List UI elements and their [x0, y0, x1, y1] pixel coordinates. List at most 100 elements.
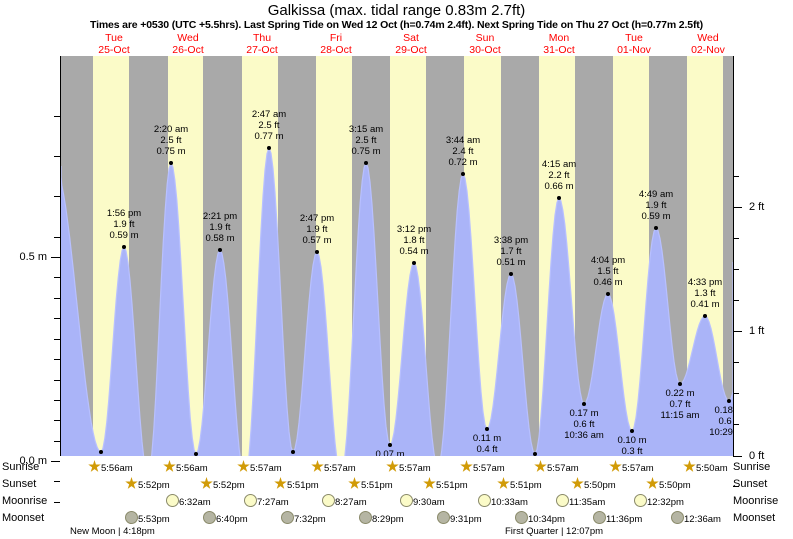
tide-extreme-label-line-1: 2.5 ft [258, 120, 280, 131]
tide-extreme-label-line-1: 1.7 ft [500, 246, 522, 257]
day-header-date: 25-Oct [98, 43, 130, 56]
sunrise-cell-2: 5:57am [237, 460, 282, 475]
moonset-cell-4: 9:31pm [437, 511, 482, 526]
tide-extreme-label-line-2: 0.66 m [544, 181, 574, 192]
sunrise-cell-1: 5:56am [163, 460, 208, 475]
day-header-weekday: Tue [105, 32, 123, 44]
tide-extreme-label-line-1: 0.6 ft [718, 416, 733, 427]
axis-tick-right-6 [733, 424, 739, 425]
moonrise-cell-time: 10:33am [491, 497, 528, 508]
tide-extreme-dot-11 [364, 161, 368, 165]
sunset-cell-6: 5:50pm [571, 477, 616, 492]
moon-circle-icon [515, 511, 528, 524]
moon-circle-icon [478, 494, 491, 507]
tide-extreme-label-24: 0.22 m 0.7 ft 11:15 am [661, 388, 700, 421]
tide-extreme-label-line-0: 0.18 m [714, 405, 733, 416]
sun-star-icon [534, 460, 547, 472]
sunset-cell-time: 5:52pm [138, 480, 170, 491]
sunrise-cell-0: 5:56am [88, 460, 133, 475]
axis-tick-left-5 [54, 298, 60, 299]
moon-circle-icon [244, 494, 257, 507]
tide-extreme-label-line-1: 2.5 ft [160, 135, 182, 146]
tide-plot: 0.05 m0.2 ft8:09 am1:56 pm1.9 ft0.59 m−0… [60, 56, 734, 456]
sunset-cell-5: 5:51pm [497, 477, 542, 492]
tide-extreme-dot-22 [630, 429, 634, 433]
tide-extreme-label-line-0: 3:12 pm [396, 224, 432, 235]
page-title: Galkissa (max. tidal range 0.83m 2.7ft) [267, 2, 526, 19]
sunrise-cell-3: 5:57am [311, 460, 356, 475]
axis-major-tick-left-1 [51, 461, 60, 462]
tide-extreme-label-line-2: 0.57 m [302, 235, 332, 246]
sun-star-icon [88, 460, 101, 472]
axis-feet: 2 ft 1 ft 0 ft [733, 56, 793, 487]
moonset-cell-time: 6:40pm [216, 514, 248, 525]
tide-extreme-label-line-2: 0.75 m [351, 146, 381, 157]
sunrise-cell-8: 5:50am [683, 460, 728, 475]
tide-area-fill [61, 148, 733, 456]
tide-extreme-label-23: 4:49 am 1.9 ft 0.59 m [639, 189, 673, 222]
moonrise-cell-time: 8:27am [335, 497, 367, 508]
sunset-cell-3: 5:51pm [348, 477, 393, 492]
band-night-9 [723, 56, 733, 456]
axis-tick-right-3 [733, 300, 739, 301]
sun-star-icon [571, 477, 584, 489]
sunset-cell-time: 5:51pm [436, 480, 468, 491]
tide-extreme-label-7: 2:47 am 2.5 ft 0.77 m [252, 109, 286, 142]
sun-star-icon [125, 477, 138, 489]
tide-extreme-label-20: 0.17 m 0.6 ft 10:36 am [564, 408, 604, 441]
sunset-cell-7: 5:50pm [646, 477, 691, 492]
tide-extreme-label-1: 1:56 pm 1.9 ft 0.59 m [107, 208, 141, 241]
day-header-weekday: Sun [475, 32, 495, 44]
tide-extreme-label-line-2: 0.75 m [156, 146, 186, 157]
moon-phase-note-1: First Quarter | 12:07pm [505, 526, 604, 537]
astro-table: Sunrise Sunrise Sunset Sunset Moonrise Moonri… [0, 458, 793, 537]
sunset-cell-2: 5:51pm [274, 477, 319, 492]
tide-extreme-label-17: 3:38 pm 1.7 ft 0.51 m [494, 235, 528, 268]
day-header-date: 30-Oct [469, 43, 501, 56]
tide-extreme-label-line-2: 0.59 m [109, 230, 139, 241]
day-header-date: 29-Oct [395, 43, 427, 56]
moon-circle-icon [400, 494, 413, 507]
axis-label-right-2: 0 ft [749, 450, 765, 462]
sunrise-cell-time: 5:57am [547, 463, 579, 474]
sunrise-cell-time: 5:57am [324, 463, 356, 474]
tide-extreme-dot-15 [461, 172, 465, 176]
sunset-cell-time: 5:51pm [287, 480, 319, 491]
tide-extreme-label-line-1: 1.3 ft [694, 288, 716, 299]
sunrise-cell-7: 5:57am [609, 460, 654, 475]
moon-phase-note-0: New Moon | 4:18pm [70, 526, 155, 537]
sunset-cell-4: 5:51pm [423, 477, 468, 492]
sun-star-icon [237, 460, 250, 472]
tide-extreme-label-line-0: 0.07 m [375, 449, 405, 456]
day-header-1: Wed 26-Oct [148, 32, 228, 56]
astro-rowlabel-sunrise-right: Sunrise [733, 461, 771, 473]
moonset-cell-time: 12:36am [684, 514, 721, 525]
axis-label-right-0: 2 ft [749, 201, 765, 213]
tide-extreme-label-12: 0.07 m0.2 ft9:34 am [373, 449, 407, 456]
moonrise-cell-time: 9:30am [413, 497, 445, 508]
tide-extreme-label-line-1: 1.5 ft [597, 266, 619, 277]
day-header-6: Mon 31-Oct [519, 32, 599, 56]
tide-extreme-label-line-0: 3:15 am [348, 124, 384, 135]
sunset-cell-time: 5:50pm [584, 480, 616, 491]
tide-extreme-dot-4 [194, 452, 198, 456]
sun-star-icon [497, 477, 510, 489]
moonset-cell-5: 10:34pm [515, 511, 565, 526]
moonset-cell-2: 7:32pm [281, 511, 326, 526]
moon-circle-icon [634, 494, 647, 507]
tide-extreme-label-9: 2:47 pm 1.9 ft 0.57 m [300, 213, 334, 246]
tide-extreme-label-line-2: 0.58 m [205, 233, 235, 244]
axis-tick-left-14 [54, 502, 60, 503]
tide-extreme-label-line-2: 0.59 m [641, 211, 671, 222]
tide-extreme-label-13: 3:12 pm 1.8 ft 0.54 m [397, 224, 431, 257]
sunrise-cell-time: 5:57am [473, 463, 505, 474]
tide-extreme-label-line-1: 0.3 ft [621, 446, 643, 456]
tide-curve-line [61, 146, 733, 456]
moonrise-cell-4: 10:33am [478, 494, 528, 509]
axis-tick-right-2 [733, 269, 739, 270]
tide-extreme-label-line-0: 2:47 am [251, 109, 287, 120]
sun-star-icon [163, 460, 176, 472]
tide-extreme-label-line-2: 10:29 pm [709, 427, 733, 438]
